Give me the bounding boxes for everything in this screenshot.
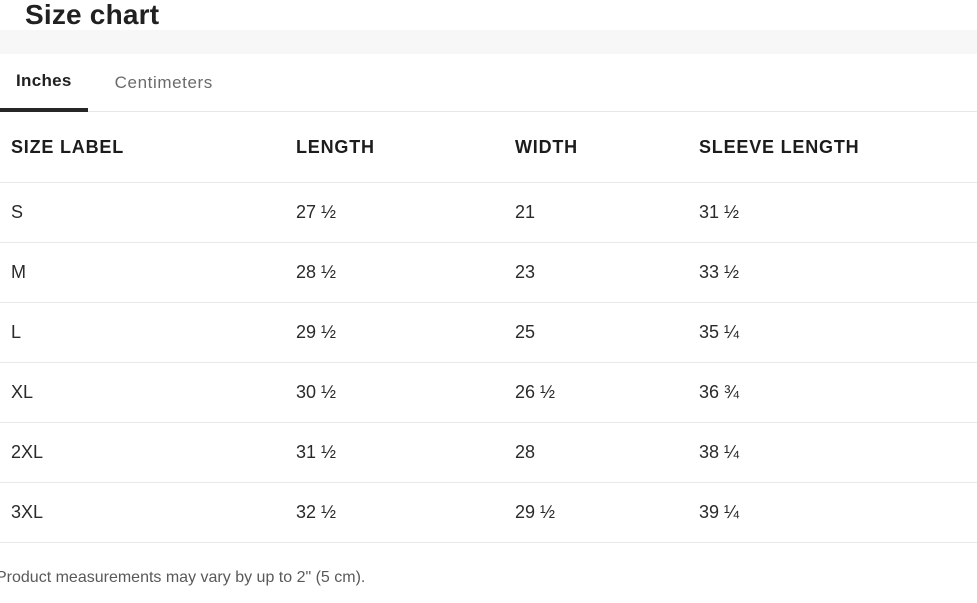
sleeve-length-cell: 38 ¼: [699, 442, 740, 462]
table-row-s: S 27 ½ 21 31 ½: [0, 183, 977, 243]
sleeve-length-cell: 33 ½: [699, 262, 740, 282]
sleeve-length-cell: 39 ¼: [699, 502, 740, 522]
column-header-length: LENGTH: [296, 136, 375, 157]
column-header-sleeve-length: SLEEVE LENGTH: [699, 136, 860, 157]
sleeve-length-cell: 31 ½: [699, 202, 740, 222]
width-cell: 23: [515, 262, 536, 282]
length-cell: 27 ½: [296, 202, 337, 222]
length-cell: 28 ½: [296, 262, 337, 282]
size-table: SIZE LABEL LENGTH WIDTH SLEEVE LENGTH S …: [0, 112, 977, 543]
header-separator-band: [0, 30, 977, 54]
units-tabbar: Inches Centimeters: [0, 54, 977, 112]
width-cell: 21: [515, 202, 536, 222]
width-cell: 25: [515, 322, 536, 342]
table-row-l: L 29 ½ 25 35 ¼: [0, 303, 977, 363]
length-cell: 31 ½: [296, 442, 337, 462]
tab-centimeters-label: Centimeters: [114, 72, 213, 92]
sleeve-length-cell: 36 ¾: [699, 382, 740, 402]
column-header-size-label: SIZE LABEL: [11, 136, 125, 157]
width-cell: 28: [515, 442, 536, 462]
page-title: Size chart: [25, 0, 160, 30]
size-label-cell: XL: [11, 382, 34, 402]
size-label-cell: 3XL: [11, 502, 44, 522]
length-cell: 32 ½: [296, 502, 337, 522]
measurement-disclaimer: Product measurements may vary by up to 2…: [0, 569, 366, 586]
length-cell: 29 ½: [296, 322, 337, 342]
tab-inches-label: Inches: [16, 71, 72, 90]
size-label-cell: L: [11, 322, 22, 342]
tab-centimeters[interactable]: Centimeters: [99, 54, 229, 111]
table-row-3xl: 3XL 32 ½ 29 ½ 39 ¼: [0, 483, 977, 543]
table-header-row: SIZE LABEL LENGTH WIDTH SLEEVE LENGTH: [0, 112, 977, 183]
tab-inches[interactable]: Inches: [0, 54, 88, 112]
table-row-xl: XL 30 ½ 26 ½ 36 ¾: [0, 363, 977, 423]
size-chart-header: Size chart: [0, 0, 977, 30]
size-label-cell: M: [11, 262, 26, 282]
size-label-cell: S: [11, 202, 24, 222]
column-header-width: WIDTH: [515, 136, 578, 157]
length-cell: 30 ½: [296, 382, 337, 402]
width-cell: 29 ½: [515, 502, 556, 522]
table-row-m: M 28 ½ 23 33 ½: [0, 243, 977, 303]
table-row-2xl: 2XL 31 ½ 28 38 ¼: [0, 423, 977, 483]
size-label-cell: 2XL: [11, 442, 44, 462]
width-cell: 26 ½: [515, 382, 556, 402]
sleeve-length-cell: 35 ¼: [699, 322, 740, 342]
